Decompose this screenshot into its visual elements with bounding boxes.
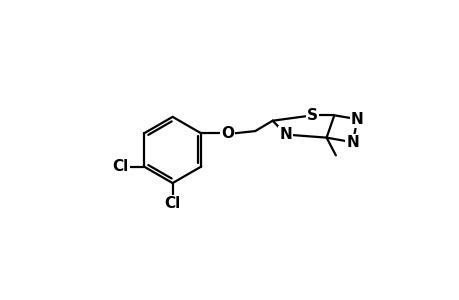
Text: Cl: Cl — [164, 196, 180, 211]
Text: Cl: Cl — [112, 159, 129, 174]
Text: N: N — [279, 127, 291, 142]
Text: N: N — [346, 135, 358, 150]
Text: S: S — [307, 108, 318, 123]
Text: N: N — [350, 112, 363, 127]
Text: O: O — [220, 126, 234, 141]
